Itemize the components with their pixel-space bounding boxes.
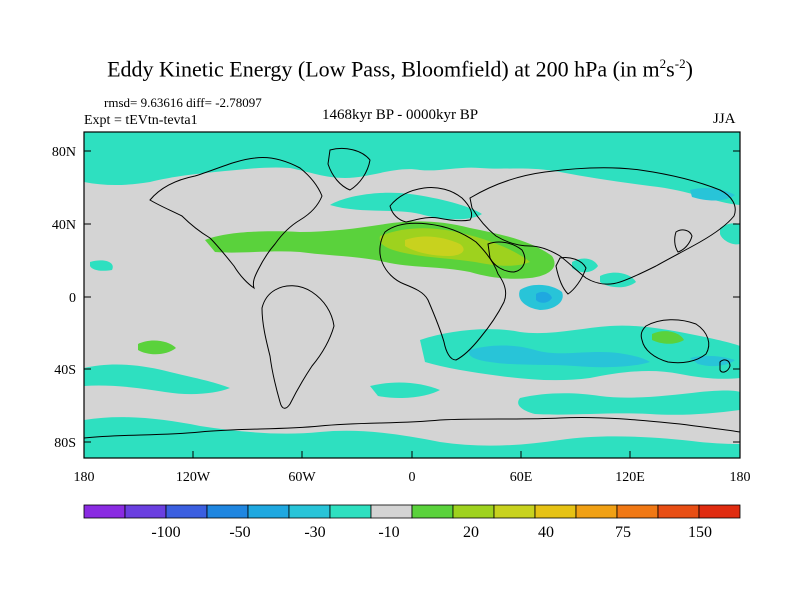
latitude-labels: 80N 40N 0 40S 80S xyxy=(52,145,76,451)
colorbar-label: 150 xyxy=(688,524,712,541)
asia-coast xyxy=(469,167,736,285)
colorbar-swatch xyxy=(165,504,208,519)
colorbar-swatch xyxy=(452,504,495,519)
colorbar xyxy=(83,504,741,519)
australia-coast xyxy=(640,319,710,364)
indian-ocean-blue-core xyxy=(536,291,552,303)
colorbar-swatch xyxy=(698,504,741,519)
japan-coast xyxy=(674,229,693,253)
latitude-ticks xyxy=(84,150,740,443)
colorbar-swatch xyxy=(83,504,126,519)
southern-green-patch xyxy=(138,340,176,355)
southern-far-band xyxy=(518,390,740,415)
season-label: JJA xyxy=(713,111,736,127)
colorbar-swatch xyxy=(575,504,618,519)
greenland-coast xyxy=(327,147,371,191)
lon-label-120e: 120E xyxy=(615,470,645,485)
lat-label-80s: 80S xyxy=(54,436,76,451)
colorbar-label: -30 xyxy=(304,524,325,541)
lat-label-40n: 40N xyxy=(52,218,76,233)
arctic-anomaly-region xyxy=(84,132,740,205)
siberia-anomaly-region xyxy=(690,187,735,201)
chart-title: Eddy Kinetic Energy (Low Pass, Bloomfiel… xyxy=(0,56,800,82)
lon-label-180w: 180 xyxy=(74,470,95,485)
colorbar-label: 75 xyxy=(615,524,631,541)
experiment-label: Expt = tEVtn-tevta1 xyxy=(84,113,198,128)
title-mid: s xyxy=(666,56,675,82)
lat-label-0: 0 xyxy=(69,291,76,306)
colorbar-swatch xyxy=(329,504,372,519)
north-america-coast xyxy=(149,157,323,290)
australia-green-patch xyxy=(652,331,684,344)
southern-east-region xyxy=(690,355,735,367)
title-sup-2: -2 xyxy=(674,56,686,71)
period-label: 1468kyr BP - 0000kyr BP xyxy=(322,107,479,123)
colorbar-label: -50 xyxy=(229,524,250,541)
arabia-coast xyxy=(487,241,526,273)
colorbar-swatch xyxy=(247,504,290,519)
india-coast xyxy=(555,257,587,295)
colorbar-swatch xyxy=(616,504,659,519)
colorbar-swatch xyxy=(411,504,454,519)
longitude-ticks xyxy=(83,451,741,458)
europe-anomaly-region xyxy=(330,192,482,220)
pacific-small-region xyxy=(90,260,113,271)
lon-label-180e: 180 xyxy=(730,470,751,485)
africa-coast xyxy=(379,222,507,361)
rmsd-stats: rmsd= 9.63616 diff= -2.78097 xyxy=(104,95,262,110)
colorbar-swatch xyxy=(288,504,331,519)
coastlines xyxy=(84,147,740,439)
pacific-anomaly-region xyxy=(720,223,740,245)
new-zealand-coast xyxy=(719,359,731,373)
colorbar-label: 40 xyxy=(538,524,554,541)
colorbar-swatch xyxy=(493,504,536,519)
lon-label-120w: 120W xyxy=(176,470,211,485)
longitude-labels: 180 120W 60W 0 60E 120E 180 xyxy=(74,470,751,485)
europe-coast xyxy=(389,187,473,223)
southern-atlantic-band xyxy=(370,382,440,398)
colorbar-swatch xyxy=(370,504,413,519)
lon-label-60w: 60W xyxy=(288,470,316,485)
india-anomaly-region xyxy=(572,258,598,273)
colorbar-label: -10 xyxy=(378,524,399,541)
antarctica-coast xyxy=(84,416,740,439)
title-sup-1: 2 xyxy=(659,56,667,71)
lat-label-80n: 80N xyxy=(52,145,76,160)
sahara-maximum xyxy=(405,236,464,256)
lon-label-0: 0 xyxy=(409,470,416,485)
colorbar-swatch xyxy=(206,504,249,519)
colorbar-label: 20 xyxy=(463,524,479,541)
title-end: ) xyxy=(685,56,693,82)
antarctic-band xyxy=(84,417,740,458)
colorbar-swatch xyxy=(657,504,700,519)
east-asia-anomaly-region xyxy=(600,272,636,288)
southern-anomaly-core xyxy=(469,345,650,368)
title-main: Eddy Kinetic Energy (Low Pass, Bloomfiel… xyxy=(107,56,660,82)
southern-pacific-band xyxy=(84,364,230,395)
colorbar-swatch xyxy=(124,504,167,519)
colorbar-labels: -100 -50 -30 -10 20 40 75 150 xyxy=(151,524,712,541)
lon-label-60e: 60E xyxy=(510,470,533,485)
south-america-coast xyxy=(261,285,335,409)
colorbar-label: -100 xyxy=(151,524,180,541)
colorbar-swatch xyxy=(534,504,577,519)
lat-label-40s: 40S xyxy=(54,363,76,378)
